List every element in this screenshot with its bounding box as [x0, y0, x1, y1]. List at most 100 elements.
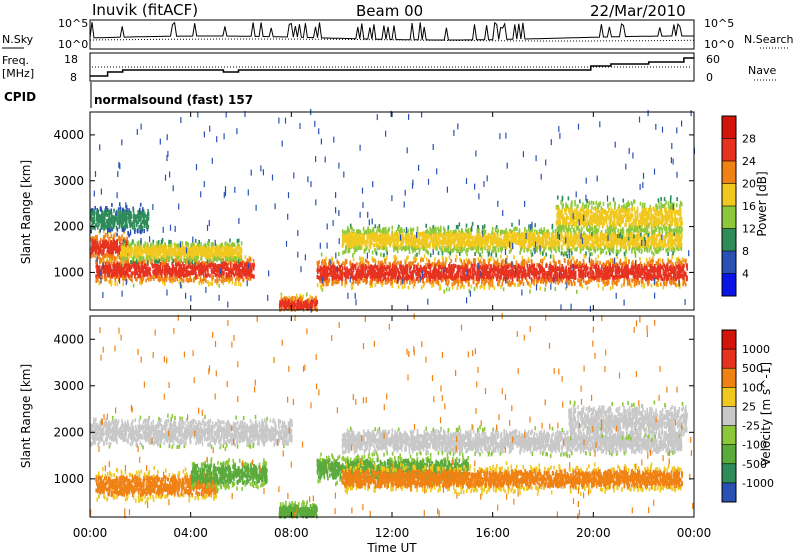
- range-cell: [116, 249, 118, 254]
- range-cell: [228, 267, 230, 272]
- range-cell: [192, 271, 195, 275]
- range-cell: [230, 248, 232, 253]
- range-cell: [299, 296, 301, 301]
- range-cell: [367, 265, 369, 270]
- range-cell: [236, 253, 238, 257]
- range-cell: [147, 209, 149, 214]
- range-cell: [127, 271, 129, 276]
- range-cell: [178, 279, 180, 284]
- range-cell: [241, 274, 243, 279]
- range-cell: [244, 263, 246, 268]
- range-cell: [104, 253, 107, 258]
- range-cell: [106, 250, 108, 255]
- range-cell: [160, 276, 162, 281]
- range-cell: [140, 270, 142, 275]
- range-cell: [99, 280, 101, 285]
- range-cell: [555, 271, 557, 276]
- range-cell: [238, 282, 240, 286]
- range-cell: [407, 285, 410, 290]
- range-cell: [454, 258, 457, 263]
- range-cell: [115, 240, 118, 244]
- range-cell: [122, 263, 124, 268]
- noise-left-tick-bottom: 10^0: [58, 38, 88, 51]
- range-cell: [167, 251, 169, 256]
- range-cell: [168, 276, 170, 281]
- range-cell: [190, 254, 192, 259]
- range-cell: [536, 263, 538, 267]
- range-cell: [169, 276, 171, 281]
- range-cell: [628, 259, 630, 264]
- range-cell: [151, 275, 153, 280]
- range-cell: [107, 241, 109, 246]
- range-cell: [127, 262, 129, 267]
- range-cell: [222, 275, 225, 280]
- range-cell: [220, 250, 222, 255]
- range-cell: [228, 270, 230, 275]
- range-cell: [143, 265, 146, 270]
- range-cell: [645, 257, 648, 262]
- range-cell: [584, 280, 587, 285]
- range-cell: [141, 249, 144, 253]
- range-cell: [306, 292, 308, 297]
- range-cell: [135, 246, 138, 251]
- noise-right-tick-top: 10^5: [704, 17, 734, 30]
- range-cell: [448, 287, 451, 292]
- range-cell: [171, 249, 173, 254]
- range-cell: [107, 267, 110, 272]
- range-cell: [245, 274, 248, 279]
- range-cell: [165, 278, 168, 282]
- range-cell: [121, 255, 123, 260]
- range-cell: [140, 277, 143, 282]
- range-cell: [241, 261, 243, 266]
- range-cell: [161, 269, 163, 274]
- range-cell: [133, 224, 136, 229]
- range-cell: [117, 269, 120, 274]
- range-cell: [172, 271, 174, 276]
- range-cell: [179, 263, 182, 268]
- range-cell: [307, 298, 310, 303]
- range-cell: [312, 299, 315, 304]
- range-cell: [341, 273, 344, 278]
- range-cell: [134, 262, 136, 267]
- range-cell: [431, 262, 434, 267]
- range-cell: [137, 267, 140, 272]
- range-cell: [113, 255, 115, 260]
- range-cell: [125, 242, 127, 247]
- range-cell: [138, 273, 140, 278]
- range-cell: [595, 257, 597, 262]
- range-cell: [237, 277, 240, 281]
- range-cell: [219, 243, 222, 248]
- range-cell: [302, 305, 305, 309]
- range-cell: [222, 275, 224, 280]
- range-cell: [659, 257, 661, 262]
- range-cell: [558, 279, 561, 284]
- range-cell: [107, 271, 109, 276]
- range-cell: [209, 249, 211, 254]
- range-cell: [163, 252, 166, 257]
- range-cell: [404, 284, 406, 289]
- range-cell: [134, 214, 136, 219]
- range-cell: [110, 240, 112, 245]
- range-cell: [181, 245, 184, 250]
- range-cell: [120, 273, 123, 278]
- range-cell: [246, 263, 248, 268]
- range-cell: [140, 265, 143, 269]
- range-cell: [126, 220, 128, 225]
- range-cell: [130, 265, 133, 270]
- range-cell: [189, 275, 191, 280]
- range-cell: [177, 243, 180, 248]
- freq-left-tick-top: 18: [64, 53, 78, 66]
- range-cell: [208, 239, 210, 243]
- range-cell: [210, 247, 212, 252]
- range-cell: [195, 260, 198, 265]
- range-cell: [142, 259, 145, 264]
- range-cell: [342, 261, 344, 266]
- range-cell: [214, 278, 217, 283]
- range-cell: [115, 267, 118, 272]
- range-cell: [194, 261, 196, 266]
- range-cell: [187, 265, 189, 270]
- range-cell: [159, 265, 161, 270]
- range-cell: [94, 205, 96, 210]
- range-cell: [528, 282, 531, 287]
- range-cell: [154, 262, 156, 267]
